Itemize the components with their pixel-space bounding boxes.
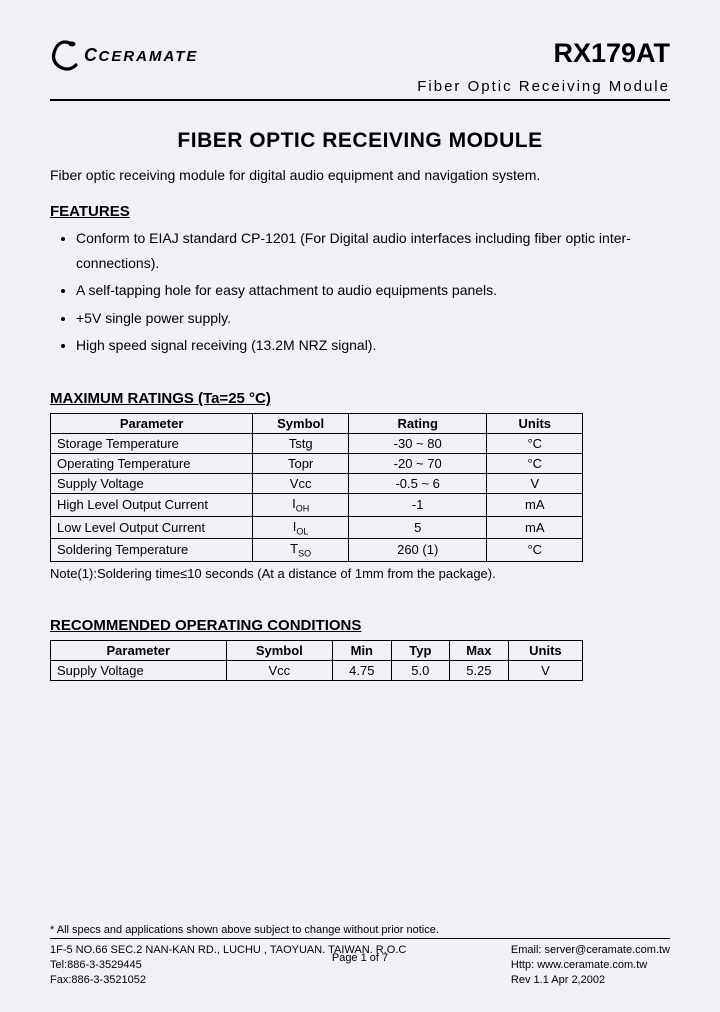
table-header: Typ — [391, 640, 450, 660]
table-header: Min — [333, 640, 392, 660]
table-header: Units — [508, 640, 583, 660]
table-header: Parameter — [51, 413, 253, 433]
table-cell: 5 — [349, 516, 487, 539]
table-cell: V — [508, 660, 583, 680]
features-heading: FEATURES — [50, 203, 670, 220]
header-rule — [50, 99, 670, 101]
table-cell: Soldering Temperature — [51, 539, 253, 562]
footer-disclaimer: * All specs and applications shown above… — [50, 924, 670, 936]
part-number: RX179AT — [553, 38, 670, 69]
logo-icon — [50, 38, 80, 72]
max-ratings-table: ParameterSymbolRatingUnitsStorage Temper… — [50, 413, 583, 562]
table-cell: mA — [487, 493, 583, 516]
table-cell: -1 — [349, 493, 487, 516]
intro-text: Fiber optic receiving module for digital… — [50, 167, 670, 183]
table-cell: Low Level Output Current — [51, 516, 253, 539]
table-cell: IOL — [253, 516, 349, 539]
footer-left: 1F-5 NO.66 SEC.2 NAN-KAN RD., LUCHU , TA… — [50, 943, 406, 988]
table-cell: IOH — [253, 493, 349, 516]
logo: CCERAMATE — [50, 38, 198, 72]
table-row: Supply VoltageVcc-0.5 ~ 6V — [51, 473, 583, 493]
feature-item: A self-tapping hole for easy attachment … — [76, 278, 670, 303]
table-cell: °C — [487, 539, 583, 562]
rec-conditions-table: ParameterSymbolMinTypMaxUnitsSupply Volt… — [50, 640, 583, 681]
table-cell: V — [487, 473, 583, 493]
feature-item: Conform to EIAJ standard CP-1201 (For Di… — [76, 226, 670, 276]
footer-fax: Fax:886-3-3521052 — [50, 973, 406, 988]
table-header: Symbol — [253, 413, 349, 433]
table-cell: °C — [487, 433, 583, 453]
features-list: Conform to EIAJ standard CP-1201 (For Di… — [50, 226, 670, 358]
table-header: Rating — [349, 413, 487, 433]
header-row: CCERAMATE RX179AT — [50, 38, 670, 72]
feature-item: High speed signal receiving (13.2M NRZ s… — [76, 333, 670, 358]
table-cell: -20 ~ 70 — [349, 453, 487, 473]
table-cell: Tstg — [253, 433, 349, 453]
table-cell: 5.0 — [391, 660, 450, 680]
table-cell: Topr — [253, 453, 349, 473]
footer-right: Email: server@ceramate.com.tw Http: www.… — [511, 943, 670, 988]
max-ratings-heading: MAXIMUM RATINGS (Ta=25 °C) — [50, 390, 670, 407]
table-cell: Operating Temperature — [51, 453, 253, 473]
rec-conditions-heading: RECOMMENDED OPERATING CONDITIONS — [50, 617, 670, 634]
table-header: Max — [450, 640, 509, 660]
table-cell: Supply Voltage — [51, 660, 227, 680]
table-cell: Vcc — [253, 473, 349, 493]
table-row: Soldering TemperatureTSO260 (1)°C — [51, 539, 583, 562]
footer-rev: Rev 1.1 Apr 2,2002 — [511, 973, 670, 988]
table-cell: 4.75 — [333, 660, 392, 680]
table-cell: 260 (1) — [349, 539, 487, 562]
table-row: Supply VoltageVcc4.755.05.25V — [51, 660, 583, 680]
table-header: Symbol — [226, 640, 332, 660]
max-ratings-note: Note(1):Soldering time≤10 seconds (At a … — [50, 566, 670, 581]
table-cell: °C — [487, 453, 583, 473]
table-cell: 5.25 — [450, 660, 509, 680]
table-cell: -30 ~ 80 — [349, 433, 487, 453]
header-subtitle: Fiber Optic Receiving Module — [50, 78, 670, 95]
table-cell: Vcc — [226, 660, 332, 680]
feature-item: +5V single power supply. — [76, 306, 670, 331]
table-cell: Supply Voltage — [51, 473, 253, 493]
logo-text: CCERAMATE — [84, 45, 198, 66]
footer: * All specs and applications shown above… — [50, 924, 670, 988]
page-title: FIBER OPTIC RECEIVING MODULE — [50, 129, 670, 153]
table-header: Units — [487, 413, 583, 433]
table-header: Parameter — [51, 640, 227, 660]
table-cell: High Level Output Current — [51, 493, 253, 516]
footer-rule — [50, 938, 670, 939]
table-cell: mA — [487, 516, 583, 539]
table-cell: TSO — [253, 539, 349, 562]
header-right: RX179AT — [553, 38, 670, 69]
footer-page: Page 1 of 7 — [50, 952, 670, 964]
table-row: Operating TemperatureTopr-20 ~ 70°C — [51, 453, 583, 473]
table-cell: -0.5 ~ 6 — [349, 473, 487, 493]
footer-columns: 1F-5 NO.66 SEC.2 NAN-KAN RD., LUCHU , TA… — [50, 943, 670, 988]
table-cell: Storage Temperature — [51, 433, 253, 453]
table-row: Low Level Output CurrentIOL5mA — [51, 516, 583, 539]
table-row: High Level Output CurrentIOH-1mA — [51, 493, 583, 516]
table-row: Storage TemperatureTstg-30 ~ 80°C — [51, 433, 583, 453]
